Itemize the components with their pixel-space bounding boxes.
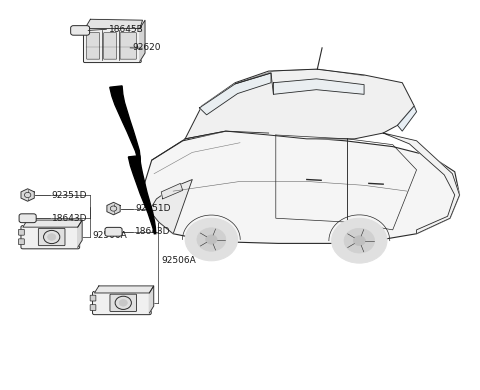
FancyBboxPatch shape	[90, 295, 96, 301]
FancyBboxPatch shape	[19, 239, 24, 245]
FancyBboxPatch shape	[93, 291, 151, 315]
FancyBboxPatch shape	[71, 26, 90, 35]
Polygon shape	[397, 106, 417, 131]
Polygon shape	[107, 202, 120, 215]
Circle shape	[205, 235, 217, 244]
Polygon shape	[149, 286, 154, 313]
Text: 92506A: 92506A	[161, 256, 196, 265]
Polygon shape	[23, 220, 82, 227]
Circle shape	[185, 218, 238, 261]
Polygon shape	[110, 86, 141, 166]
Text: 92351D: 92351D	[135, 204, 170, 213]
Circle shape	[344, 228, 374, 253]
FancyBboxPatch shape	[104, 33, 117, 59]
FancyBboxPatch shape	[120, 33, 136, 59]
Text: 18643D: 18643D	[135, 227, 170, 236]
Circle shape	[197, 228, 226, 251]
FancyBboxPatch shape	[110, 294, 137, 312]
FancyBboxPatch shape	[19, 229, 24, 235]
FancyBboxPatch shape	[86, 33, 100, 59]
Polygon shape	[140, 20, 145, 61]
Circle shape	[353, 236, 365, 246]
Text: 18645B: 18645B	[109, 25, 144, 34]
Circle shape	[48, 234, 56, 240]
FancyBboxPatch shape	[19, 214, 36, 223]
Polygon shape	[149, 179, 192, 234]
FancyBboxPatch shape	[105, 227, 122, 236]
Circle shape	[119, 300, 127, 306]
Polygon shape	[128, 156, 156, 234]
Text: 18643D: 18643D	[51, 214, 87, 223]
Polygon shape	[383, 133, 459, 234]
Text: 92506A: 92506A	[92, 231, 127, 240]
Circle shape	[332, 218, 387, 263]
FancyBboxPatch shape	[38, 229, 65, 246]
Polygon shape	[161, 183, 183, 199]
Polygon shape	[199, 73, 271, 115]
Polygon shape	[85, 19, 143, 28]
FancyBboxPatch shape	[90, 305, 96, 310]
Text: 92351D: 92351D	[51, 190, 87, 200]
Polygon shape	[185, 69, 414, 139]
Polygon shape	[144, 131, 459, 243]
FancyBboxPatch shape	[21, 225, 80, 249]
Polygon shape	[21, 189, 34, 201]
Polygon shape	[274, 79, 364, 94]
Polygon shape	[95, 286, 154, 293]
FancyBboxPatch shape	[84, 27, 141, 62]
Text: 92620: 92620	[132, 43, 161, 52]
Polygon shape	[78, 220, 82, 247]
